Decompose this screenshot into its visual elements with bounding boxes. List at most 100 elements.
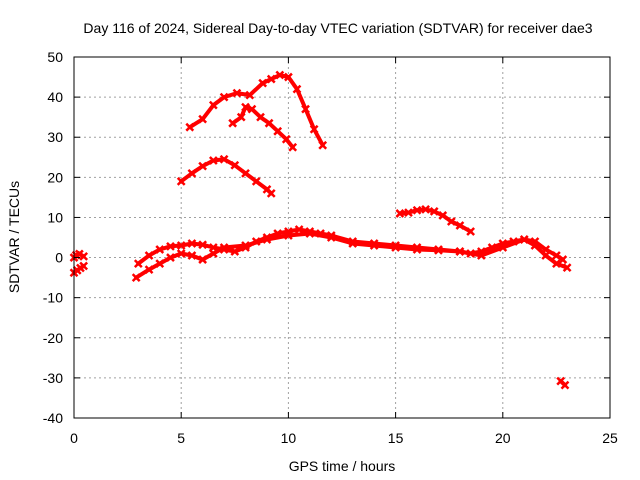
data-point (560, 380, 570, 390)
data-point (187, 168, 197, 178)
series-arc-peak-45 (185, 70, 328, 150)
data-point (176, 176, 186, 186)
data-point (288, 142, 298, 152)
data-point (318, 140, 328, 150)
data-point (74, 249, 84, 259)
data-point (245, 90, 255, 100)
data-point (262, 235, 272, 244)
data-point (273, 126, 283, 136)
data-point (455, 221, 465, 230)
data-point (166, 241, 175, 251)
data-point (228, 118, 238, 128)
series-arc-early-b (69, 261, 89, 278)
data-point (404, 208, 413, 218)
data-point (275, 70, 285, 80)
data-point (208, 100, 218, 110)
data-point (412, 205, 422, 215)
series-line (179, 157, 274, 196)
data-point (266, 188, 276, 198)
x-tick-label: 15 (388, 430, 404, 446)
y-tick-label: 30 (47, 129, 63, 145)
data-point (284, 231, 293, 240)
data-point (198, 161, 208, 171)
data-point (281, 134, 291, 144)
data-point (166, 253, 175, 262)
plot-frame (73, 56, 611, 419)
y-axis-label: SDTVAR / TECUs (6, 181, 22, 293)
data-series-layer (69, 70, 572, 390)
data-point (79, 251, 89, 261)
y-tick-label: 20 (47, 169, 63, 185)
data-point (219, 92, 229, 102)
data-point (236, 112, 246, 122)
data-point (552, 251, 561, 260)
data-point (552, 259, 561, 268)
axis-ticks (73, 56, 611, 419)
series-arc-peak-40 (228, 102, 298, 152)
data-point (434, 245, 443, 255)
series-outlier-late (556, 376, 570, 390)
chart-title: Day 116 of 2024, Sidereal Day-to-day VTE… (83, 20, 592, 36)
x-tick-label: 0 (70, 430, 78, 446)
data-point (176, 241, 186, 250)
data-point (421, 205, 430, 214)
data-point (155, 259, 165, 268)
data-point (232, 88, 242, 98)
y-tick-label: 0 (55, 250, 63, 266)
data-point (541, 251, 551, 260)
data-point (558, 255, 568, 264)
data-point (241, 102, 250, 112)
data-point (219, 154, 229, 164)
data-point (498, 243, 508, 252)
data-point (247, 104, 257, 114)
y-tick-label: -20 (43, 330, 63, 346)
data-point (562, 263, 572, 272)
data-point (438, 211, 448, 220)
data-point (230, 160, 240, 170)
data-point (133, 259, 143, 268)
data-point (155, 245, 165, 254)
data-point (326, 233, 336, 242)
series-arc-peak-24 (176, 154, 276, 198)
data-point (219, 243, 229, 252)
data-point (284, 72, 293, 82)
data-point (79, 261, 89, 271)
series-arc-early-a (69, 249, 89, 262)
data-point (144, 251, 154, 260)
x-tick-label: 20 (495, 430, 511, 446)
data-point (309, 124, 319, 134)
x-tick-label: 10 (281, 430, 297, 446)
y-tick-label: 10 (47, 209, 63, 225)
data-point (187, 239, 197, 248)
data-point (294, 225, 304, 234)
data-point (251, 176, 261, 186)
x-axis-tick-labels: 0 5 10 15 20 25 (70, 430, 618, 446)
series-baseline-lower (131, 229, 572, 282)
data-point (258, 78, 268, 88)
data-point (476, 251, 486, 260)
data-point (519, 235, 529, 244)
data-point (198, 255, 208, 264)
data-point (395, 209, 405, 218)
data-point (301, 104, 310, 114)
data-point (131, 273, 141, 282)
x-tick-label: 25 (602, 430, 618, 446)
data-point (241, 241, 250, 250)
x-axis-label: GPS time / hours (289, 458, 396, 474)
data-point (230, 247, 240, 256)
data-point (412, 245, 422, 254)
data-point (429, 207, 439, 216)
y-tick-label: -40 (43, 410, 63, 426)
data-point (185, 122, 195, 132)
data-point (198, 114, 208, 124)
data-point (292, 84, 302, 94)
y-tick-label: -30 (43, 370, 63, 386)
data-point (348, 239, 358, 248)
y-tick-label: -10 (43, 290, 63, 306)
data-point (241, 168, 250, 178)
data-point (305, 229, 315, 238)
data-point (208, 156, 218, 165)
data-point (530, 241, 540, 250)
data-point (264, 118, 274, 128)
